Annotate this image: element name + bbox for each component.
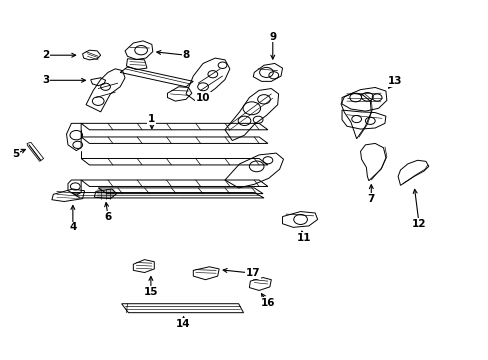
- Text: 7: 7: [367, 194, 374, 204]
- Text: 12: 12: [411, 219, 426, 229]
- Text: 5: 5: [12, 149, 19, 159]
- Text: 1: 1: [148, 114, 155, 124]
- Text: 9: 9: [269, 32, 276, 41]
- Text: 16: 16: [260, 298, 275, 308]
- Text: 11: 11: [296, 233, 310, 243]
- Text: 6: 6: [104, 212, 111, 221]
- Text: 17: 17: [245, 268, 260, 278]
- Text: 2: 2: [42, 50, 49, 60]
- Text: 10: 10: [195, 93, 210, 103]
- Text: 8: 8: [182, 50, 189, 60]
- Text: 4: 4: [69, 222, 77, 232]
- Text: 13: 13: [386, 76, 401, 86]
- Text: 15: 15: [143, 287, 158, 297]
- Text: 14: 14: [176, 319, 190, 329]
- Text: 3: 3: [42, 75, 49, 85]
